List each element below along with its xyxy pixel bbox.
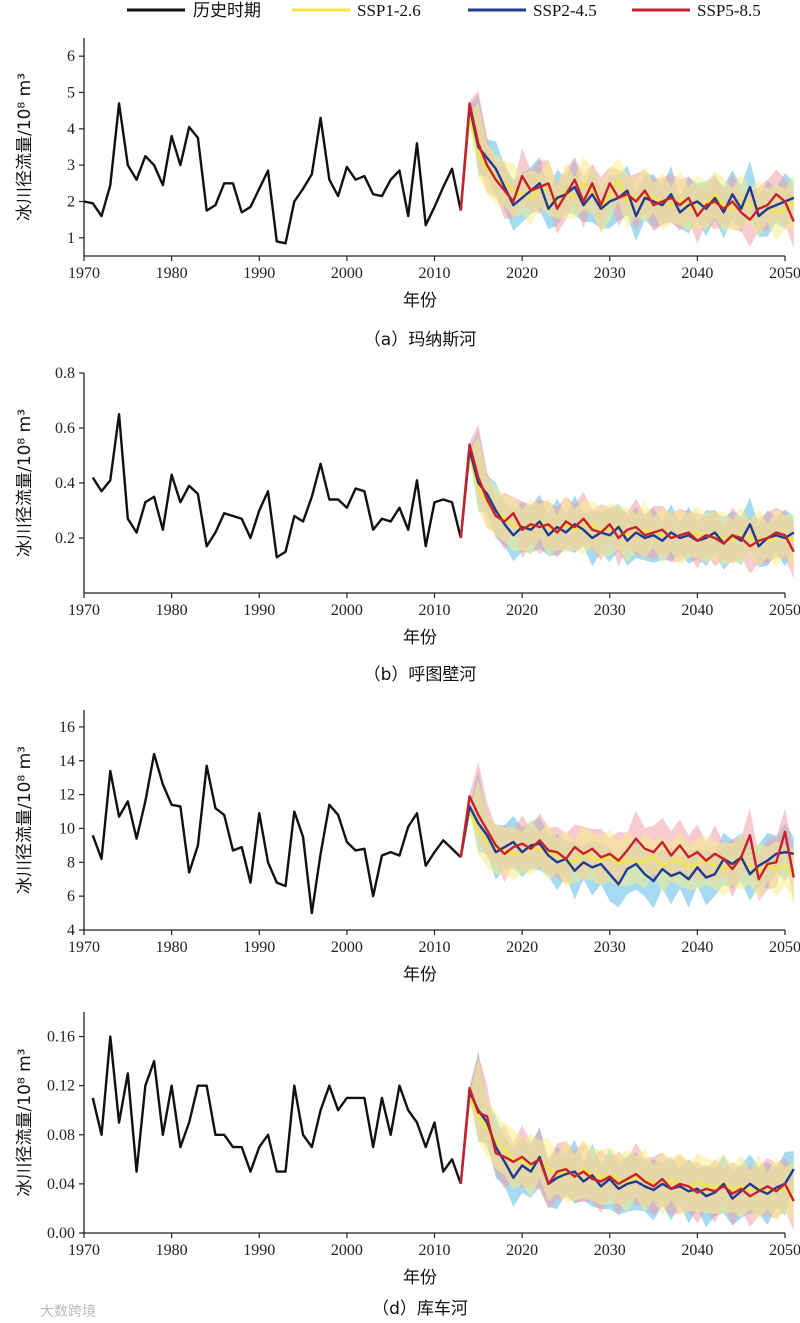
x-axis-label: 年份 (403, 628, 437, 648)
series-line-historical (91, 1035, 462, 1185)
y-tick-label: 5 (67, 85, 75, 102)
y-tick-label: 0.12 (47, 1078, 75, 1095)
panel-caption: （a）玛纳斯河 (364, 330, 476, 350)
x-tick-label: 2020 (506, 1242, 538, 1259)
x-tick-label: 2030 (594, 939, 626, 956)
x-tick-label: 2020 (506, 602, 538, 619)
y-axis-label: 冰川径流量/10⁸ m³ (15, 409, 35, 557)
chart-panel-d: 0.00 0.04 0.08 0.12 0.16 1970 1980 1990 2000 2010… (15, 1012, 800, 1319)
y-tick-label: 0.00 (47, 1225, 75, 1242)
series-line-historical (91, 752, 462, 915)
x-tick-label: 2000 (331, 602, 363, 619)
y-tick-label: 0.16 (47, 1029, 75, 1046)
x-tick-label: 2020 (506, 939, 538, 956)
x-tick-label: 2050 (769, 939, 800, 956)
y-tick-label: 4 (67, 121, 75, 138)
x-tick-label: 1990 (243, 1242, 275, 1259)
y-tick-label: 0.2 (55, 530, 75, 547)
y-tick-label: 16 (59, 719, 75, 736)
x-tick-label: 2030 (594, 265, 626, 282)
y-tick-label: 14 (59, 753, 75, 770)
x-tick-label: 1990 (243, 939, 275, 956)
x-tick-label: 2010 (419, 265, 451, 282)
uncertainty-band-ssp126 (469, 779, 794, 903)
x-tick-label: 1990 (243, 602, 275, 619)
x-axis-label: 年份 (403, 1268, 437, 1288)
series-line-ssp585 (459, 795, 795, 881)
x-tick-label: 2050 (769, 602, 800, 619)
y-axis-label: 冰川径流量/10⁸ m³ (15, 746, 35, 894)
series-line-historical (91, 413, 462, 559)
y-tick-label: 0.8 (55, 365, 75, 382)
series-line-ssp245 (459, 1090, 795, 1200)
x-tick-label: 1970 (68, 265, 100, 282)
y-tick-label: 0.4 (55, 475, 75, 492)
x-tick-label: 2010 (419, 602, 451, 619)
series-line-ssp585 (459, 1086, 795, 1202)
legend-ssp585-label: SSP5-8.5 (697, 1, 761, 20)
x-tick-label: 2050 (769, 265, 800, 282)
x-axis-label: 年份 (403, 965, 437, 985)
panel-caption: （b）呼图壁河 (364, 665, 477, 685)
y-tick-label: 0.6 (55, 420, 75, 437)
y-tick-label: 6 (67, 48, 75, 65)
x-tick-label: 2030 (594, 602, 626, 619)
y-tick-label: 3 (67, 157, 75, 174)
x-tick-label: 2000 (331, 939, 363, 956)
y-tick-label: 0.08 (47, 1127, 75, 1144)
y-tick-label: 8 (67, 854, 75, 871)
x-tick-label: 2040 (681, 939, 713, 956)
y-axis-label: 冰川径流量/10⁸ m³ (15, 73, 35, 221)
x-tick-label: 2050 (769, 1242, 800, 1259)
watermark: 大数跨境 (40, 1304, 96, 1320)
y-tick-label: 10 (59, 820, 75, 837)
x-axis-label: 年份 (403, 291, 437, 311)
x-tick-label: 1980 (156, 939, 188, 956)
chart-panel-b: 0.2 0.4 0.6 0.8 1970 1980 1990 2000 2010 2020 2030… (15, 365, 800, 685)
y-tick-label: 4 (67, 922, 75, 939)
x-tick-label: 2040 (681, 602, 713, 619)
y-axis-label: 冰川径流量/10⁸ m³ (15, 1049, 35, 1197)
series-line-ssp245 (459, 448, 795, 548)
legend: 历史时期 SSP1-2.6 SSP2-4.5 SSP5-8.5 (127, 1, 761, 20)
y-tick-label: 2 (67, 194, 75, 211)
x-tick-label: 1970 (68, 602, 100, 619)
x-tick-label: 1980 (156, 265, 188, 282)
legend-ssp126-label: SSP1-2.6 (357, 1, 421, 20)
series-line-historical (83, 102, 462, 245)
y-tick-label: 1 (67, 230, 75, 247)
chart-panel-a: 1 2 3 4 5 6 1970 1980 1990 2000 2010 2020 2030 2040 20… (15, 38, 800, 350)
x-tick-label: 2040 (681, 1242, 713, 1259)
legend-ssp245-label: SSP2-4.5 (533, 1, 597, 20)
series-line-ssp585 (459, 443, 795, 553)
panel-caption: （d）库车河 (372, 1299, 468, 1319)
x-tick-label: 1970 (68, 1242, 100, 1259)
chart-panel-c: 4 6 8 10 12 14 16 1970 1980 1990 2000 2010 2020 2030 2… (15, 710, 800, 985)
series-line-ssp245 (459, 105, 795, 218)
x-tick-label: 1970 (68, 939, 100, 956)
x-tick-label: 1980 (156, 602, 188, 619)
series-line-ssp585 (459, 102, 795, 222)
x-tick-label: 1990 (243, 265, 275, 282)
x-tick-label: 2000 (331, 1242, 363, 1259)
y-tick-label: 6 (67, 888, 75, 905)
x-tick-label: 2010 (419, 939, 451, 956)
x-tick-label: 2020 (506, 265, 538, 282)
y-tick-label: 12 (59, 787, 75, 804)
y-tick-label: 0.04 (47, 1176, 75, 1193)
x-tick-label: 2000 (331, 265, 363, 282)
x-tick-label: 1980 (156, 1242, 188, 1259)
x-tick-label: 2030 (594, 1242, 626, 1259)
legend-historical-label: 历史时期 (193, 1, 261, 20)
x-tick-label: 2010 (419, 1242, 451, 1259)
x-tick-label: 2040 (681, 265, 713, 282)
